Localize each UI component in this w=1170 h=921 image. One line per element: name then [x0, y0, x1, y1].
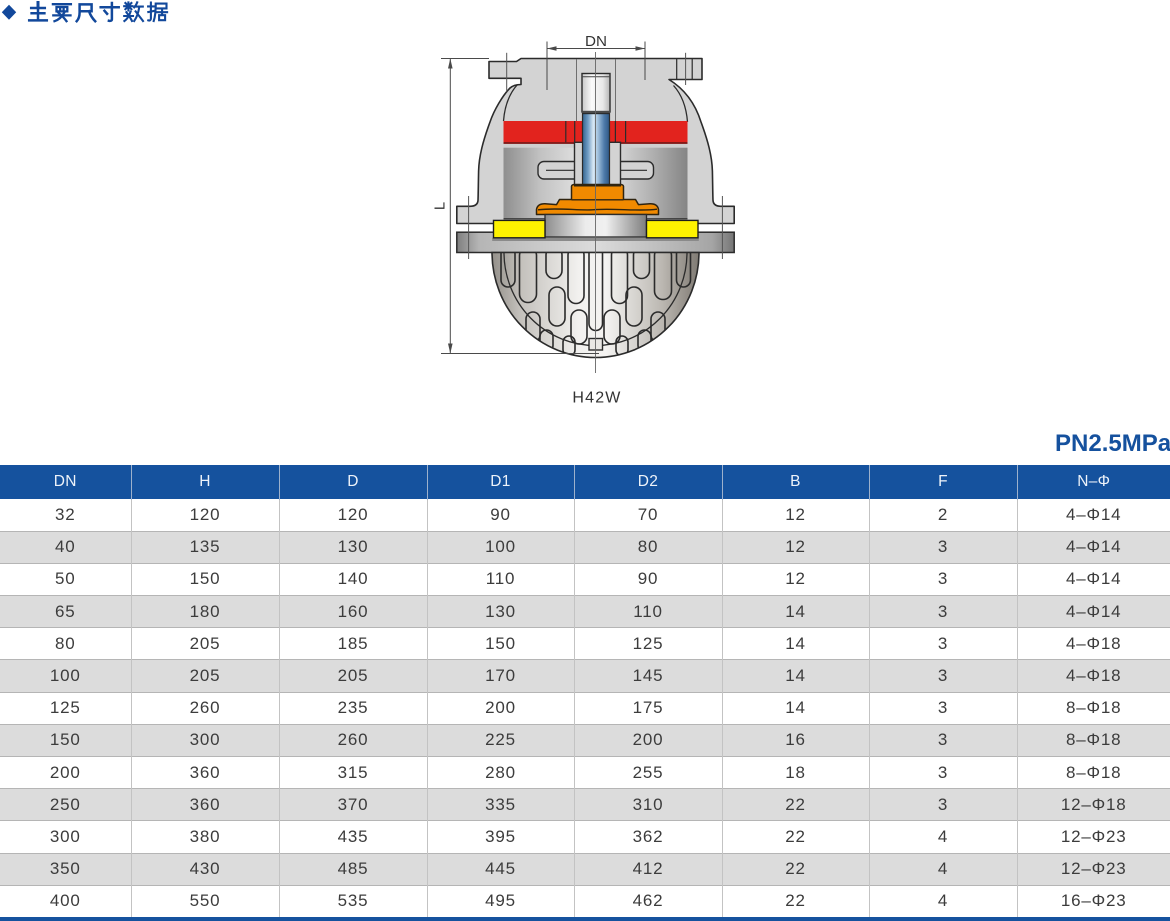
svg-text:H42W: H42W	[572, 390, 621, 407]
svg-text:DN: DN	[585, 33, 607, 50]
svg-text:L: L	[433, 202, 449, 210]
